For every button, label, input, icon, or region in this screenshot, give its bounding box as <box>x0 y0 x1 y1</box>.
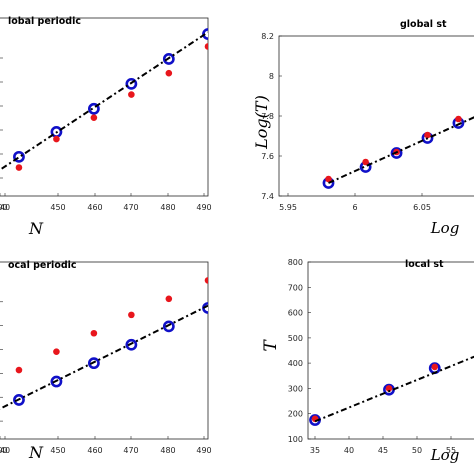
red-dot-point <box>424 131 431 139</box>
fit-line <box>314 355 474 423</box>
x-tick-label: 40 <box>0 446 10 455</box>
y-tick-label: 8 <box>269 72 274 81</box>
y-tick-label: 200 <box>288 410 303 419</box>
x-tick-label: 490 <box>196 446 211 455</box>
x-tick-label: 480 <box>160 446 175 455</box>
y-tick-label: 8.2 <box>261 32 274 41</box>
y-tick-label: 300 <box>288 384 303 393</box>
x-tick-label: 50 <box>412 446 422 455</box>
panel-1: 40 450 460 470 480 490 500 lobal periodic N <box>0 16 212 238</box>
y-tick-label: 7.6 <box>261 152 274 161</box>
x-tick-label: 5.95 <box>279 203 297 212</box>
x-tick-label: 35 <box>310 446 320 455</box>
red-dot-point <box>455 115 462 123</box>
plot-area <box>0 277 208 410</box>
red-dot-point <box>15 366 23 374</box>
red-dot-point <box>325 175 332 183</box>
y-tick-label: 7.8 <box>261 112 274 121</box>
x-axis-label: N <box>28 219 44 238</box>
red-dot-point <box>128 91 135 98</box>
y-tick-label: 700 <box>288 283 303 292</box>
panel-title: ocal periodic <box>8 260 77 271</box>
x-tick-label: 45 <box>378 446 388 455</box>
x-axis-label: Log <box>430 446 460 464</box>
fit-line <box>328 116 474 184</box>
x-tick-label: 40 <box>344 446 354 455</box>
red-dot-point <box>53 135 60 143</box>
y-tick-label: 100 <box>288 435 303 444</box>
axes-frame <box>0 17 209 197</box>
panel-title: lobal periodic <box>8 16 81 27</box>
red-dot-point <box>165 69 173 77</box>
panel-3: 40 450 460 470 480 490 500 ocal periodic N <box>0 260 212 462</box>
x-tick-label: 55 <box>446 446 456 455</box>
y-tick-label: 800 <box>288 258 303 267</box>
x-tick-label: 450 <box>50 203 65 212</box>
red-dot-point <box>204 277 208 284</box>
x-tick-label: 480 <box>160 203 175 212</box>
red-dot-point <box>128 311 135 319</box>
red-dot-point <box>90 114 98 121</box>
x-tick-label: 500 <box>0 203 8 212</box>
plot-area <box>322 115 474 189</box>
blue-circle-point <box>162 320 175 333</box>
y-tick-label: 500 <box>288 334 303 343</box>
red-dot-point <box>53 348 60 355</box>
red-dot-point <box>15 164 23 171</box>
blue-circle-point <box>202 28 208 40</box>
x-tick-label: 500 <box>0 446 8 455</box>
x-tick-label: 6.05 <box>413 203 431 212</box>
x-tick-label: 470 <box>123 446 138 455</box>
x-axis-label: N <box>28 443 44 462</box>
panel-title: local st <box>405 259 444 270</box>
x-tick-label: 460 <box>87 203 102 212</box>
plot-area <box>0 28 208 172</box>
red-dot-point <box>204 43 208 50</box>
x-tick-label: 40 <box>0 203 10 212</box>
fit-line <box>0 304 208 410</box>
panel-title: global st <box>400 19 447 30</box>
x-tick-label: 6 <box>352 203 357 212</box>
plot-area <box>309 355 474 426</box>
y-tick-label: 400 <box>288 359 303 368</box>
y-axis-label: T <box>261 339 281 352</box>
axes-frame <box>0 261 209 440</box>
x-tick-label: 490 <box>196 203 211 212</box>
red-dot-point <box>385 385 393 392</box>
x-tick-label: 450 <box>50 446 65 455</box>
panel-4: 35 40 45 50 55 100 200 300 400 500 600 700 800 local … <box>261 258 474 464</box>
y-axis-label: Log(T) <box>252 95 271 150</box>
x-tick-label: 470 <box>123 203 138 212</box>
y-tick-label: 7.4 <box>261 192 274 201</box>
red-dot-point <box>90 329 98 337</box>
axes-frame <box>278 35 474 197</box>
red-dot-point <box>431 363 439 371</box>
x-axis-label: Log <box>430 219 460 237</box>
red-dot-point <box>165 295 173 303</box>
axes-frame <box>307 261 474 440</box>
x-tick-label: 460 <box>87 446 102 455</box>
y-tick-label: 600 <box>288 309 303 318</box>
red-dot-point <box>362 158 369 166</box>
fit-line <box>0 31 208 172</box>
